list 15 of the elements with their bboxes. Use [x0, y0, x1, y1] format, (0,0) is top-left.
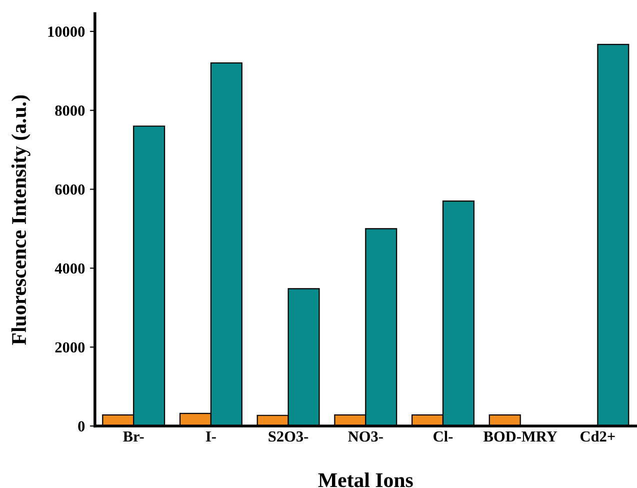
y-tick-label: 8000: [55, 105, 85, 116]
x-tick-label: S2O3-: [268, 431, 308, 442]
y-tick-label: 2000: [55, 342, 85, 353]
y-tick-label: 6000: [55, 184, 85, 195]
y-tick-label: 0: [78, 421, 85, 432]
x-tick-label: Br-: [123, 431, 144, 442]
y-axis-title: Fluorescence Intensity (a.u.): [11, 95, 30, 345]
x-tick-label: I-: [206, 431, 216, 442]
x-tick-label: Cl-: [434, 430, 453, 442]
x-tick-label: Cd2+: [580, 430, 615, 442]
y-tick-label: 4000: [54, 263, 85, 274]
x-axis-title: Metal Ions: [318, 472, 413, 488]
y-tick-label: 10000: [48, 26, 85, 37]
x-tick-label: NO3-: [348, 431, 383, 442]
x-tick-label: BOD-MRY: [484, 431, 558, 442]
